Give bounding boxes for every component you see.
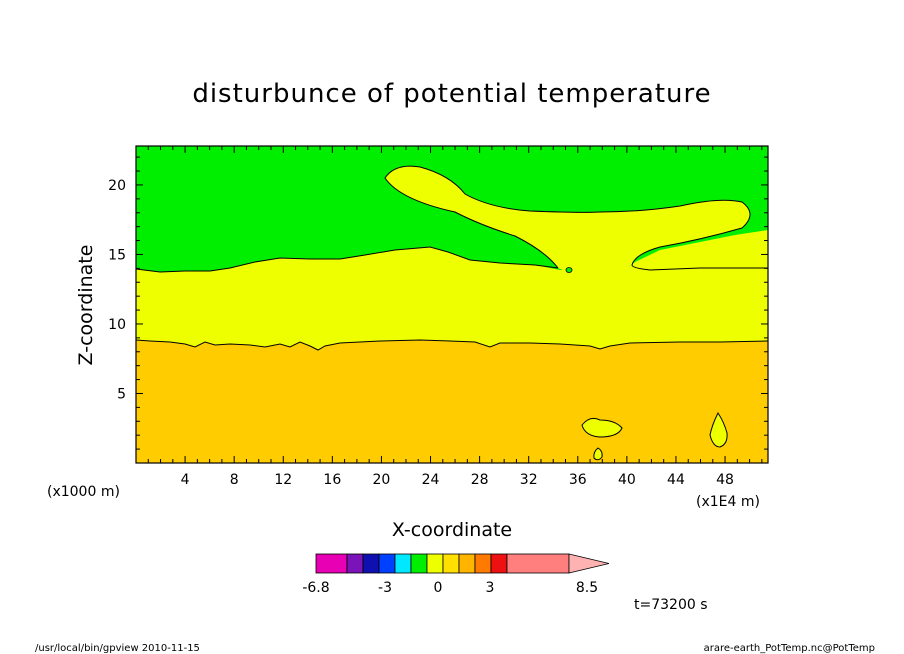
colorbar-segment [315,553,348,574]
y-axis-label: Z-coordinate [75,245,97,366]
chart-title: disturbunce of potential temperature [192,79,711,109]
x-tick-label: 8 [230,472,239,488]
x-tick-label: 16 [323,472,341,488]
contour-fills [136,146,768,463]
contour-line-lower [135,339,769,351]
colorbar-arrow [568,553,610,574]
colorbar-labels: -6.8 -3 0 3 8.5 [302,580,598,596]
x-unit-right: (x1E4 m) [696,494,760,510]
y-tick-label: 20 [108,178,126,194]
x-axis-label: X-coordinate [392,519,512,541]
x-tick-label: 20 [373,472,391,488]
x-tick-label: 24 [422,472,440,488]
colorbar-segment [474,553,492,574]
y-tick-label: 15 [108,247,126,263]
colorbar-segment [346,553,364,574]
y-tick-label: 10 [108,317,126,333]
region-small-green [565,267,573,273]
x-unit-left: (x1000 m) [47,484,120,500]
x-tick-label: 40 [618,472,636,488]
colorbar-label: -3 [378,580,392,596]
region-yellow-blob-2 [709,412,728,448]
colorbar [315,553,610,574]
region-yellow-tongue [385,166,750,273]
contour-line-upper [135,246,559,273]
x-tick-label: 48 [716,472,734,488]
y-tick-label: 5 [117,386,126,402]
colorbar-segment [458,553,476,574]
colorbar-label: -6.8 [302,580,329,596]
colorbar-label: 3 [486,580,495,596]
colorbar-segment [362,553,380,574]
region-yellow-blob-3 [593,447,603,461]
colorbar-segment [426,553,444,574]
x-tick-label: 28 [471,472,489,488]
footer-right: arare-earth_PotTemp.nc@PotTemp [704,643,875,654]
region-yellow-blob-1 [581,417,623,438]
colorbar-segment [378,553,396,574]
time-label: t=73200 s [634,597,708,613]
colorbar-segment [490,553,508,574]
contour-line-upper-right [384,165,768,271]
x-tick-label: 44 [667,472,685,488]
x-tick-label: 12 [274,472,292,488]
colorbar-label: 0 [434,580,443,596]
x-tick-label: 36 [569,472,587,488]
colorbar-segment [394,553,412,574]
plot-frame [135,145,769,464]
footer-left: /usr/local/bin/gpview 2010-11-15 [35,643,200,654]
colorbar-segment [442,553,460,574]
x-axis-ticks: 4 8 12 16 20 24 28 32 36 40 44 48 [147,146,763,488]
x-tick-label: 32 [520,472,538,488]
y-axis-ticks: 5 10 15 20 [108,156,768,450]
colorbar-segment [410,553,428,574]
contour-lines [135,165,769,351]
x-tick-label: 4 [181,472,190,488]
colorbar-label: 8.5 [576,580,598,596]
colorbar-segment [506,553,570,574]
